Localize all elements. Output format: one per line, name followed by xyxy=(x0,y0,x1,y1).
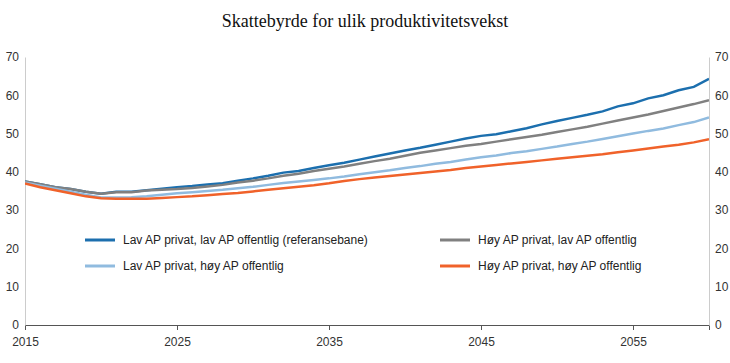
x-axis-tick-mark xyxy=(329,325,330,330)
x-axis-line xyxy=(26,326,710,331)
x-axis-tick-label: 2045 xyxy=(468,335,495,349)
y2-axis-tick-label: 70 xyxy=(715,50,729,64)
title: Skattebyrde for ulik produktivitetsvekst xyxy=(222,11,508,31)
x-axis-tick: 2035 xyxy=(316,325,343,349)
y-axis-tick-label: 60 xyxy=(6,89,20,103)
chart: Skattebyrde for ulik produktivitetsvekst… xyxy=(0,0,730,363)
legend-item: Lav AP privat, lav AP offentlig (referan… xyxy=(85,233,368,247)
x-axis-tick: 2055 xyxy=(620,325,647,349)
y2-axis-tick-label: 10 xyxy=(715,280,729,294)
y-axis: 0 10 20 30 40 50 60 70 xyxy=(6,50,26,332)
y2-axis-tick: 30 xyxy=(709,203,729,217)
y-axis-tick-label: 70 xyxy=(6,50,20,64)
y2-axis-tick: 20 xyxy=(709,242,729,256)
y2-axis-tick: 40 xyxy=(709,165,729,179)
legend-label: Lav AP privat, høy AP offentlig xyxy=(123,259,284,273)
legend-swatch xyxy=(440,265,470,268)
y2-axis-tick-label: 40 xyxy=(715,165,729,179)
plot: 2015 2025 2035 2045 2055 0 10 20 30 40 50 60 70 0 10 20… xyxy=(6,50,729,349)
y-axis-tick: 20 xyxy=(6,242,25,256)
y-axis-tick: 70 xyxy=(6,50,25,64)
y-axis-tick-label: 30 xyxy=(6,203,20,217)
y-axis-tick: 0 xyxy=(12,318,25,332)
y2-axis-tick: 70 xyxy=(709,50,729,64)
y-axis-tick: 30 xyxy=(6,203,25,217)
y-axis-tick: 60 xyxy=(6,89,25,103)
series-line xyxy=(25,79,709,194)
y-axis-tick: 40 xyxy=(6,165,25,179)
x-axis-tick: 2045 xyxy=(468,325,495,349)
x-axis-tick-label: 2035 xyxy=(316,335,343,349)
x-axis-tick-label: 2055 xyxy=(620,335,647,349)
lines xyxy=(25,79,709,199)
y2-axis-tick-label: 0 xyxy=(715,318,722,332)
legend-label: Lav AP privat, lav AP offentlig (referan… xyxy=(123,233,368,247)
x-axis-tick-mark xyxy=(481,325,482,330)
y-axis-tick-label: 20 xyxy=(6,242,20,256)
legend: Lav AP privat, lav AP offentlig (referan… xyxy=(85,233,641,273)
series-line xyxy=(25,139,709,198)
y2-axis-tick-label: 60 xyxy=(715,89,729,103)
y-axis-line xyxy=(25,58,26,326)
legend-swatch xyxy=(85,265,115,268)
series-line xyxy=(25,117,709,197)
y2-axis-tick: 50 xyxy=(709,127,729,141)
x-axis: 2015 2025 2035 2045 2055 xyxy=(12,325,709,349)
series-line xyxy=(25,100,709,193)
x-axis-tick-label: 2015 xyxy=(12,335,39,349)
y2-axis-tick: 0 xyxy=(709,318,722,332)
legend-item: Høy AP privat, lav AP offentlig xyxy=(440,233,637,247)
y-axis-tick-label: 40 xyxy=(6,165,20,179)
y-axis-tick: 50 xyxy=(6,127,25,141)
y2-axis-tick-label: 20 xyxy=(715,242,729,256)
y-axis-tick-label: 50 xyxy=(6,127,20,141)
legend-label: Høy AP privat, lav AP offentlig xyxy=(478,233,637,247)
legend-label: Høy AP privat, høy AP offentlig xyxy=(478,259,641,273)
x-axis-tick-mark xyxy=(25,325,26,330)
y2-axis-tick: 60 xyxy=(709,89,729,103)
y2-axis: 0 10 20 30 40 50 60 70 xyxy=(709,50,729,332)
legend-item: Høy AP privat, høy AP offentlig xyxy=(440,259,641,273)
x-axis-tick-mark xyxy=(633,325,634,330)
y2-axis-tick-label: 30 xyxy=(715,203,729,217)
y2-axis-tick: 10 xyxy=(709,280,729,294)
legend-swatch xyxy=(85,239,115,242)
y-axis-tick-label: 10 xyxy=(6,280,20,294)
y2-axis-line xyxy=(709,58,710,326)
y-axis-tick-label: 0 xyxy=(12,318,19,332)
y2-axis-tick-label: 50 xyxy=(715,127,729,141)
x-axis-tick: 2025 xyxy=(164,325,191,349)
legend-swatch xyxy=(440,239,470,242)
x-axis-tick-mark xyxy=(177,325,178,330)
legend-item: Lav AP privat, høy AP offentlig xyxy=(85,259,284,273)
x-axis-tick-label: 2025 xyxy=(164,335,191,349)
y-axis-tick: 10 xyxy=(6,280,25,294)
